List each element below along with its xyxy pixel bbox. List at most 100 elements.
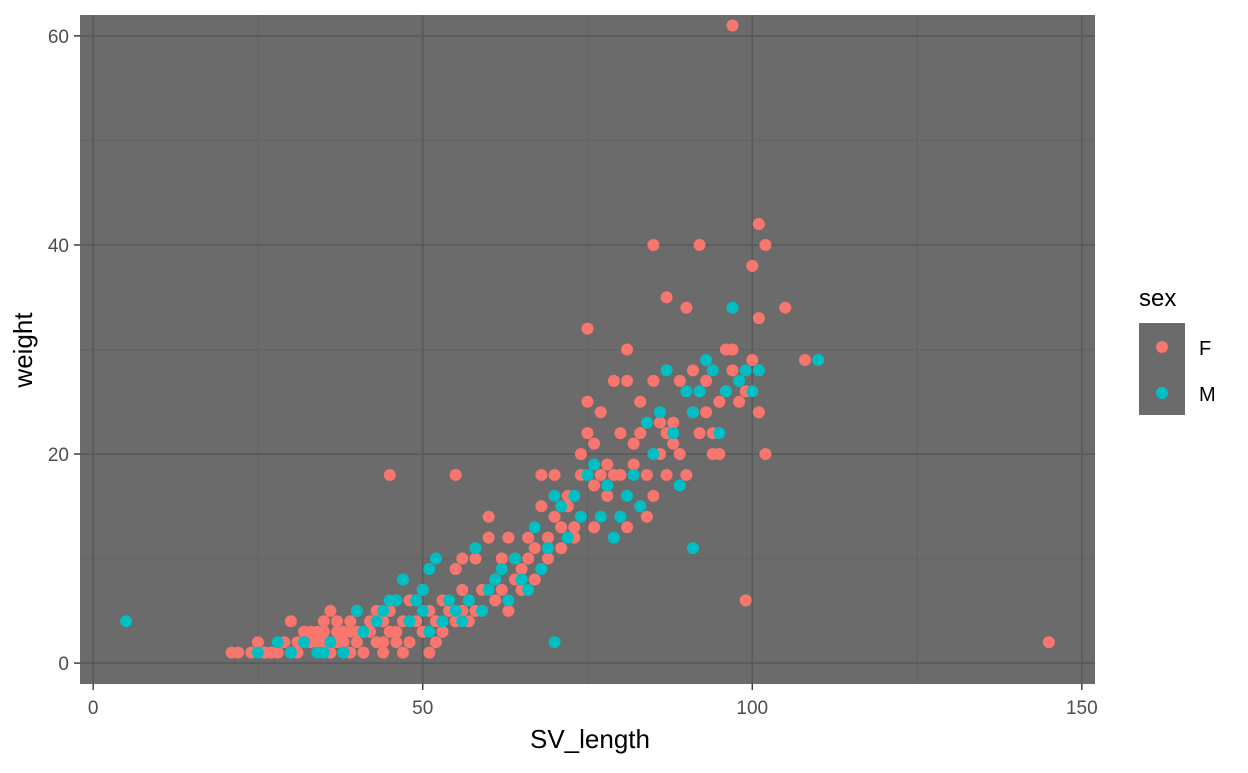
point-m <box>680 385 693 398</box>
point-f <box>337 636 350 649</box>
point-m <box>581 468 594 481</box>
point-f <box>799 353 811 366</box>
point-m <box>429 552 442 565</box>
point-m <box>561 531 574 544</box>
point-f <box>693 238 706 251</box>
point-f <box>759 448 772 461</box>
point-m <box>495 563 508 576</box>
point-m <box>733 374 746 387</box>
point-m <box>337 646 350 659</box>
point-f <box>713 395 726 408</box>
point-m <box>719 385 732 398</box>
point-m <box>693 385 706 398</box>
x-tick-label: 50 <box>412 698 433 719</box>
point-f <box>627 458 640 471</box>
point-f <box>693 427 706 440</box>
point-f <box>673 448 686 461</box>
point-m <box>482 583 495 596</box>
point-f <box>535 468 548 481</box>
point-f <box>331 615 344 628</box>
point-f <box>449 563 462 576</box>
point-m <box>548 636 561 649</box>
y-axis: 0 20 40 60 <box>48 27 80 675</box>
point-m <box>416 604 429 617</box>
point-f <box>680 468 693 481</box>
point-f <box>456 552 469 565</box>
point-f <box>555 521 568 534</box>
point-f <box>390 636 403 649</box>
point-f <box>700 374 713 387</box>
point-f <box>588 437 601 450</box>
point-f <box>594 406 607 419</box>
point-f <box>726 364 739 377</box>
y-tick-label: 60 <box>48 27 69 48</box>
point-m <box>357 625 370 638</box>
point-f <box>700 406 713 419</box>
point-f <box>344 615 357 628</box>
x-tick-label: 150 <box>1066 698 1098 719</box>
point-f <box>502 604 515 617</box>
x-tick-label: 0 <box>88 698 99 719</box>
point-f <box>614 468 627 481</box>
point-m <box>298 636 311 649</box>
point-m <box>410 594 423 607</box>
point-m <box>396 573 409 586</box>
point-f <box>555 542 568 555</box>
point-m <box>317 646 330 659</box>
point-m <box>541 542 554 555</box>
point-m <box>601 479 614 492</box>
point-f <box>469 552 482 565</box>
point-f <box>654 416 666 429</box>
point-m <box>621 489 634 502</box>
y-axis-title: weight <box>8 312 38 389</box>
point-f <box>601 458 614 471</box>
point-f <box>568 521 581 534</box>
point-f <box>396 646 409 659</box>
point-m <box>686 542 699 555</box>
point-m <box>752 364 765 377</box>
point-f <box>647 374 660 387</box>
point-f <box>614 427 627 440</box>
point-f <box>713 448 726 461</box>
point-f <box>403 636 416 649</box>
point-f <box>752 312 765 325</box>
point-f <box>357 646 370 659</box>
y-tick-label: 0 <box>58 654 69 675</box>
point-f <box>528 573 541 586</box>
point-f <box>1042 636 1055 649</box>
point-m <box>535 563 548 576</box>
point-f <box>581 322 594 335</box>
point-m <box>660 364 673 377</box>
point-f <box>621 343 634 356</box>
point-f <box>456 583 469 596</box>
point-m <box>607 531 620 544</box>
point-m <box>686 406 699 419</box>
point-f <box>726 19 739 32</box>
point-f <box>482 531 495 544</box>
point-m <box>462 594 475 607</box>
x-axis-title: SV_length <box>530 724 650 754</box>
point-f <box>634 427 647 440</box>
point-m <box>423 625 436 638</box>
point-f <box>383 468 396 481</box>
point-f <box>680 301 693 314</box>
point-f <box>271 646 284 659</box>
point-f <box>634 395 647 408</box>
point-m <box>423 563 436 576</box>
point-f <box>759 238 772 251</box>
point-m <box>251 646 264 659</box>
point-f <box>502 531 515 544</box>
point-f <box>581 395 594 408</box>
legend-key-f <box>1156 341 1168 353</box>
point-f <box>660 468 673 481</box>
point-f <box>660 291 673 304</box>
point-m <box>509 552 521 565</box>
point-f <box>377 646 390 659</box>
point-f <box>601 489 614 502</box>
point-f <box>390 625 403 638</box>
point-f <box>588 479 601 492</box>
point-f <box>581 427 594 440</box>
point-m <box>555 500 568 513</box>
point-f <box>284 615 297 628</box>
